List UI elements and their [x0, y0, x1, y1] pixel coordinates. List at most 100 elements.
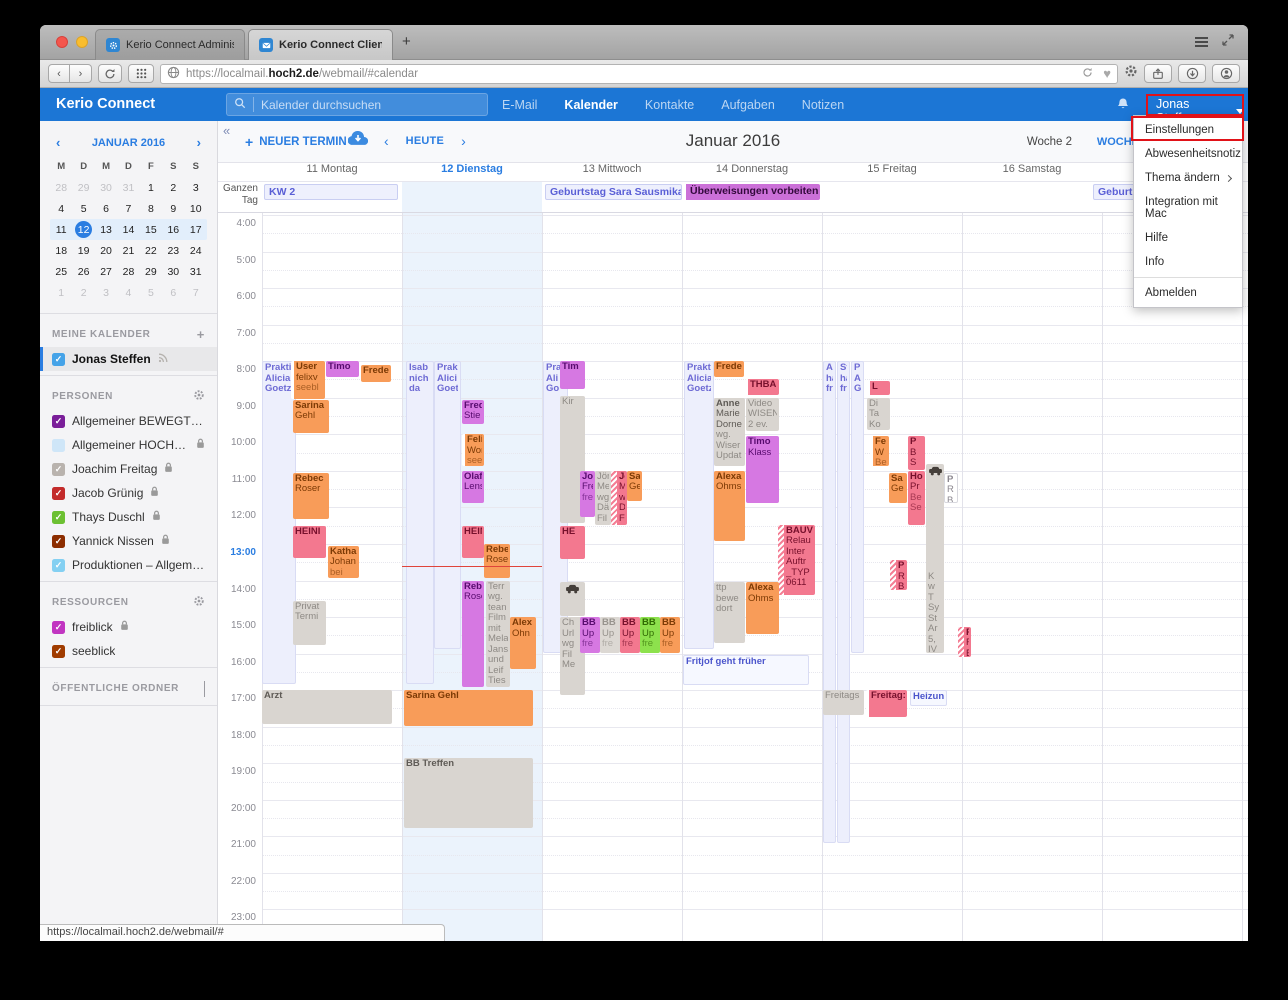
new-tab-button[interactable]: + [402, 33, 411, 50]
minical-day[interactable]: 13 [100, 223, 112, 236]
tab-kerio-admin[interactable]: Kerio Connect Administratio [95, 29, 245, 60]
calendar-event[interactable]: Fe W Be [870, 436, 889, 467]
next-week-icon[interactable]: › [461, 133, 466, 149]
calendar-event[interactable]: Anne Marie Dorne wg. Wiser Updat [714, 397, 745, 467]
calendar-event[interactable]: BB Treffen [404, 757, 533, 829]
minical-day[interactable]: 18 [55, 244, 68, 257]
calendar-list-item[interactable]: ✓ Jonas Steffen [40, 347, 217, 371]
profile-button[interactable] [1212, 64, 1240, 83]
minical-day[interactable]: 25 [55, 265, 68, 278]
calendar-event[interactable]: BB Up fre [640, 617, 660, 653]
minical-day[interactable]: 17 [189, 223, 202, 236]
minical-day[interactable]: 31 [189, 265, 202, 278]
chevron-down-icon[interactable] [204, 681, 205, 697]
minical-day[interactable]: 24 [189, 244, 202, 257]
calendar-event[interactable]: Rebec Roser [293, 472, 329, 520]
calendar-event[interactable]: BB Up fre [660, 617, 680, 653]
minical-day[interactable]: 20 [100, 244, 112, 257]
nav-kontakte[interactable]: Kontakte [644, 97, 695, 112]
calendar-event[interactable]: Fritjof geht früher [683, 655, 809, 686]
allday-event[interactable]: KW 2 [264, 184, 398, 200]
calendar-list-item[interactable]: ✓ freiblick [40, 615, 217, 639]
downloads-menu-icon[interactable] [1195, 35, 1208, 49]
calendar-list-item[interactable]: ✓ Joachim Freitag [40, 457, 217, 481]
calendar-list-item[interactable]: ✓ Yannick Nissen [40, 529, 217, 553]
calendar-event[interactable]: Sarina Gehl [293, 399, 329, 434]
allday-event[interactable]: Geburtstag Sara Sausmikat- [545, 184, 682, 200]
reload-button[interactable] [98, 64, 122, 83]
minical-day[interactable]: 1 [58, 286, 65, 299]
minical-day[interactable]: 30 [167, 265, 180, 278]
minical-day[interactable]: 23 [167, 244, 180, 257]
calendar-event[interactable]: L [867, 381, 890, 395]
calendar-event[interactable]: Svhafr [837, 361, 850, 843]
minical-day[interactable]: 7 [192, 286, 199, 299]
menu-item-integration-mit-mac[interactable]: Integration mit Mac [1134, 190, 1242, 226]
next-month-icon[interactable]: › [196, 135, 201, 150]
calendar-event[interactable]: Ho Pr Be Se [908, 470, 925, 525]
calendar-event[interactable]: BB Up fre [600, 617, 620, 653]
checked-checkbox[interactable]: ✓ [52, 486, 65, 500]
minical-day[interactable]: 22 [145, 244, 157, 257]
checked-checkbox[interactable]: ✓ [52, 644, 65, 658]
calendar-event[interactable]: Tim [560, 361, 585, 390]
minical-day[interactable]: 3 [192, 181, 199, 194]
minical-day[interactable]: 29 [77, 181, 90, 194]
calendar-event[interactable]: Freitag: [866, 690, 907, 717]
minical-day[interactable]: 29 [145, 265, 157, 278]
day-header[interactable]: 13 Mittwoch [582, 163, 642, 175]
minical-day[interactable]: 14 [122, 223, 135, 236]
minical-day[interactable]: 11 [55, 223, 67, 236]
calendar-event[interactable]: Frede [361, 364, 391, 383]
menu-item-abmelden[interactable]: Abmelden [1134, 281, 1242, 305]
minical-day[interactable]: 30 [100, 181, 112, 194]
calendar-event[interactable]: Kir [560, 395, 585, 523]
search-input[interactable]: Kalender durchsuchen [226, 93, 488, 116]
share-button[interactable] [1144, 64, 1172, 83]
minical-day[interactable]: 4 [125, 286, 132, 299]
today-button[interactable]: HEUTE [405, 135, 445, 147]
day-header[interactable]: 11 Montag [306, 163, 358, 175]
gear-icon[interactable] [193, 595, 205, 610]
checked-checkbox[interactable]: ✓ [52, 352, 65, 366]
minical-day[interactable]: 10 [189, 202, 202, 215]
minical-day[interactable]: 19 [77, 244, 90, 257]
minical-day[interactable]: 2 [170, 181, 177, 194]
minical-day[interactable]: 6 [170, 286, 177, 299]
calendar-event[interactable]: ttp bewe dort [714, 582, 745, 644]
checked-checkbox[interactable]: ✓ [52, 620, 65, 634]
calendar-event[interactable]: BAUV Relau Inter Auftr _TYP 0611 [778, 524, 815, 595]
calendar-event[interactable] [560, 582, 585, 617]
calendar-list-item[interactable]: ✓ Allgemeiner BEWEGTBILD [40, 409, 217, 433]
view-selector[interactable]: WOCHE [1097, 136, 1152, 148]
menu-item-abwesenheitsnotiz[interactable]: Abwesenheitsnotiz [1134, 142, 1242, 166]
calendar-event[interactable]: Freitags [823, 690, 864, 715]
gear-icon[interactable] [193, 389, 205, 404]
calendar-event[interactable]: FelixWorseeb [462, 434, 484, 467]
minical-day[interactable]: 1 [147, 181, 154, 194]
minical-day[interactable]: 3 [103, 286, 109, 299]
downloads-button[interactable] [1178, 64, 1206, 83]
day-header[interactable]: 14 Donnerstag [715, 163, 789, 175]
day-header[interactable]: 15 Freitag [867, 163, 917, 175]
minical-day[interactable]: 5 [147, 286, 154, 299]
new-event-button[interactable]: + NEUER TERMIN [245, 134, 347, 150]
allday-event[interactable]: Geburt [1093, 184, 1135, 200]
unchecked-checkbox[interactable] [52, 438, 65, 452]
nav-kalender[interactable]: Kalender [564, 97, 618, 112]
address-bar[interactable]: https://localmail.hoch2.de/webmail/#cale… [160, 63, 1118, 84]
minical-day[interactable]: 16 [167, 223, 180, 236]
menu-item-thema-ndern[interactable]: Thema ändern [1134, 166, 1242, 190]
calendar-event[interactable]: SarGe [627, 470, 642, 501]
minical-day[interactable]: 27 [100, 265, 112, 278]
minical-day[interactable]: 7 [125, 202, 132, 215]
calendar-event[interactable]: Timo [326, 361, 359, 377]
menu-item-info[interactable]: Info [1134, 250, 1242, 274]
fullscreen-icon[interactable] [1222, 33, 1234, 51]
forward-button[interactable]: › [70, 64, 92, 83]
calendar-event[interactable]: Jör Me wg Dä Fil [595, 470, 611, 525]
tab-kerio-client[interactable]: Kerio Connect Client [248, 29, 393, 60]
